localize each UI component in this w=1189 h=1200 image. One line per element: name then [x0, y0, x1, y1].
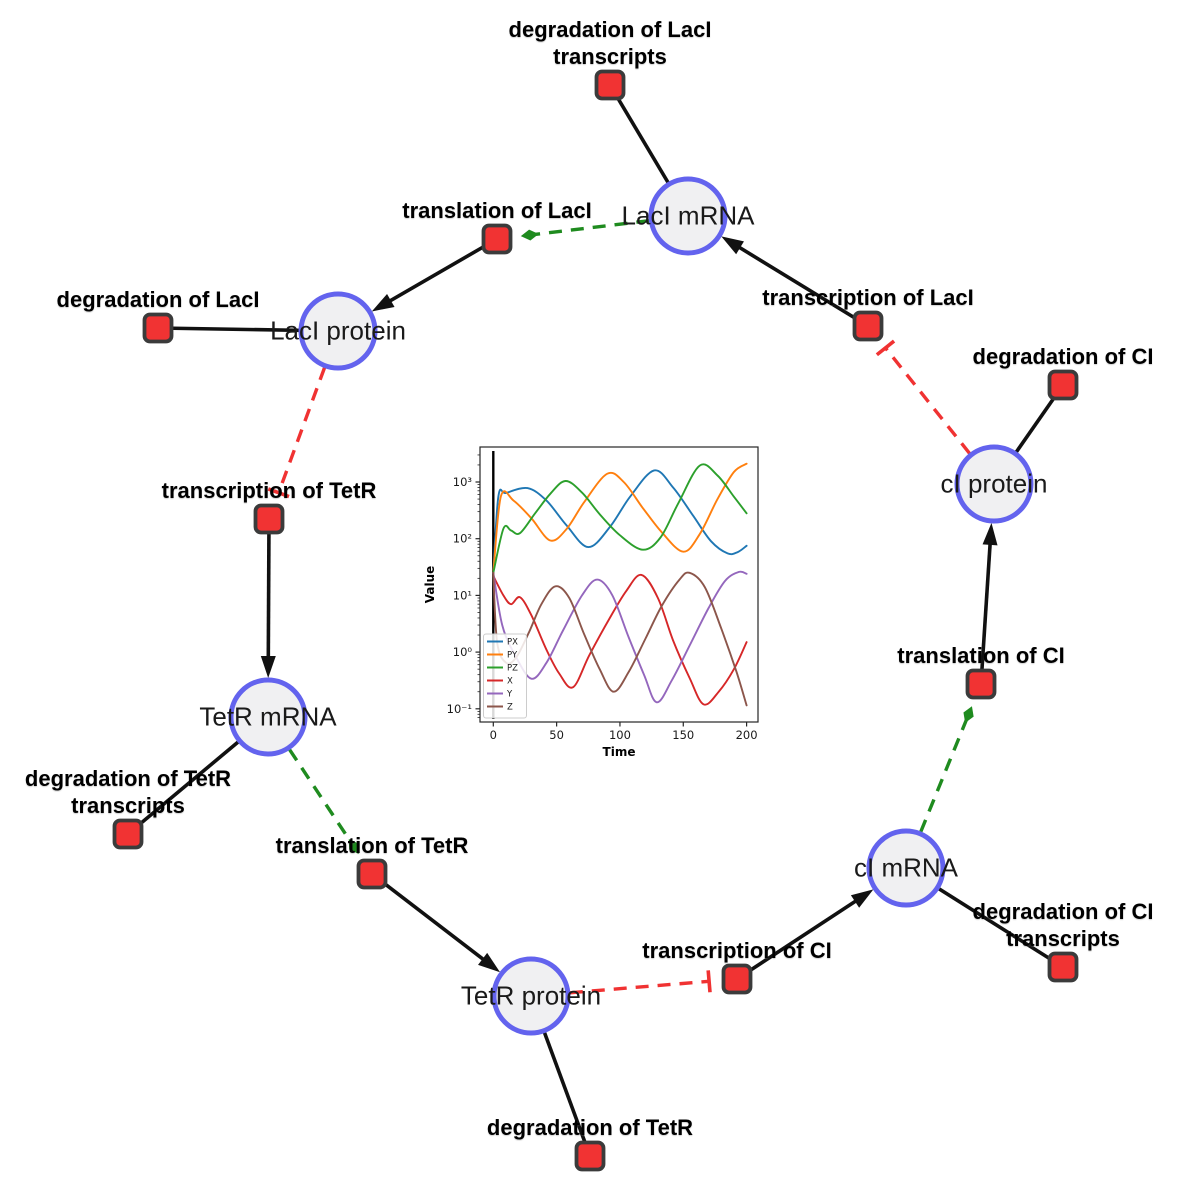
edge-transl_tetr-tetr_protein-line — [370, 872, 491, 966]
edge-ci_mrna-transl_ci-line — [919, 716, 969, 833]
species-node-tetr_mrna[interactable] — [228, 677, 308, 757]
reaction-node-txn_laci[interactable] — [852, 310, 884, 342]
edge-txn_tetr-tetr_mrna-arrow — [260, 518, 276, 679]
inhibition-tee-icon — [875, 339, 896, 357]
series-line-PY — [492, 462, 748, 574]
legend-entry-PY: PY — [507, 651, 518, 661]
edge-tetr_protein-txn_ci-line — [569, 979, 710, 995]
reaction-node-txn_ci[interactable] — [721, 963, 753, 995]
arrowhead-icon — [371, 293, 395, 312]
edge-ci_mrna-transl_ci-activation — [919, 706, 974, 833]
x-tick-label: 200 — [736, 728, 758, 742]
inhibition-tee-icon — [267, 487, 290, 499]
series-line-PX — [492, 469, 748, 575]
activation-arrowhead-icon — [520, 229, 539, 241]
edge-transl_tetr-tetr_protein-arrow — [370, 872, 501, 973]
edge-transl_laci-laci_protein-line — [382, 237, 498, 307]
chart-y-axis-label: Value — [423, 566, 437, 604]
x-tick-label: 150 — [672, 728, 694, 742]
legend-entry-PX: PX — [507, 638, 518, 648]
reaction-node-deg_tetr_tx[interactable] — [112, 818, 144, 850]
edge-txn_laci-laci_mrna-line — [732, 242, 869, 328]
edge-tetr_mrna-transl_tetr-activation — [288, 748, 359, 854]
reaction-node-deg_ci_tx[interactable] — [1047, 951, 1079, 983]
series-line-PZ — [492, 463, 748, 574]
y-tick-label: 10⁰ — [453, 645, 473, 659]
legend-entry-X: X — [507, 677, 513, 687]
edge-tetr_mrna-transl_tetr-line — [288, 748, 354, 845]
arrowhead-icon — [850, 889, 874, 908]
edge-laci_protein-txn_tetr-line — [277, 367, 327, 494]
x-tick-label: 100 — [609, 728, 631, 742]
activation-arrowhead-icon — [963, 706, 974, 723]
arrowhead-icon — [721, 236, 744, 255]
reaction-node-deg_laci[interactable] — [142, 312, 174, 344]
edge-transl_ci-ci_protein-line — [979, 536, 993, 685]
x-tick-label: 50 — [549, 728, 564, 742]
reaction-node-deg_tetr[interactable] — [574, 1140, 606, 1172]
arrowhead-icon — [478, 952, 501, 973]
edge-laci_mrna-transl_laci-activation — [520, 218, 650, 241]
edge-txn_ci-ci_mrna-line — [736, 895, 863, 981]
edge-txn_tetr-tetr_mrna-line — [266, 518, 271, 665]
reaction-node-deg_laci_tx[interactable] — [594, 69, 626, 101]
legend-entry-Z: Z — [507, 703, 513, 713]
series-line-X — [492, 573, 748, 706]
x-tick-label: 0 — [490, 728, 497, 742]
legend-entry-Y: Y — [506, 690, 513, 700]
series-line-Y — [492, 570, 748, 704]
species-node-ci_mrna[interactable] — [866, 828, 946, 908]
edge-ci_protein-txn_laci-line — [884, 346, 972, 455]
y-tick-label: 10³ — [453, 475, 473, 489]
y-tick-label: 10² — [453, 532, 472, 546]
center-plot: 0 50 100 150 20010⁻¹10⁰10¹10²10³TimeValuePXP… — [423, 446, 759, 759]
arrowhead-icon — [260, 655, 276, 679]
legend-box — [483, 633, 527, 719]
edge-transl_ci-ci_protein-arrow — [979, 522, 998, 685]
edge-ci_protein-txn_laci-inhibition — [875, 339, 972, 455]
edge-txn_ci-ci_mrna-arrow — [736, 889, 874, 981]
chart-x-axis-label: Time — [603, 745, 636, 759]
reaction-node-deg_ci[interactable] — [1047, 369, 1079, 401]
legend-entry-PZ: PZ — [507, 664, 518, 674]
activation-arrowhead-icon — [348, 838, 359, 854]
species-node-laci_protein[interactable] — [298, 291, 378, 371]
reaction-node-txn_tetr[interactable] — [253, 503, 285, 535]
inhibition-tee-icon — [706, 970, 712, 993]
species-node-laci_mrna[interactable] — [648, 176, 728, 256]
nodes-layer — [112, 69, 1079, 1172]
edge-laci_protein-txn_tetr-inhibition — [267, 367, 327, 499]
edge-transl_laci-laci_protein-arrow — [371, 237, 498, 312]
species-node-ci_protein[interactable] — [954, 444, 1034, 524]
chart-legend: PX PY PZ XYZ — [483, 633, 527, 719]
arrowhead-icon — [982, 522, 998, 546]
y-tick-label: 10⁻¹ — [447, 702, 472, 716]
reaction-node-transl_laci[interactable] — [481, 223, 513, 255]
species-node-tetr_protein[interactable] — [491, 956, 571, 1036]
edge-txn_laci-laci_mrna-arrow — [721, 236, 869, 328]
edge-laci_mrna-transl_laci-line — [532, 218, 650, 237]
y-tick-label: 10¹ — [453, 588, 472, 602]
edge-tetr_protein-txn_ci-inhibition — [569, 970, 712, 995]
reaction-node-transl_ci[interactable] — [965, 668, 997, 700]
reaction-node-transl_tetr[interactable] — [356, 858, 388, 890]
